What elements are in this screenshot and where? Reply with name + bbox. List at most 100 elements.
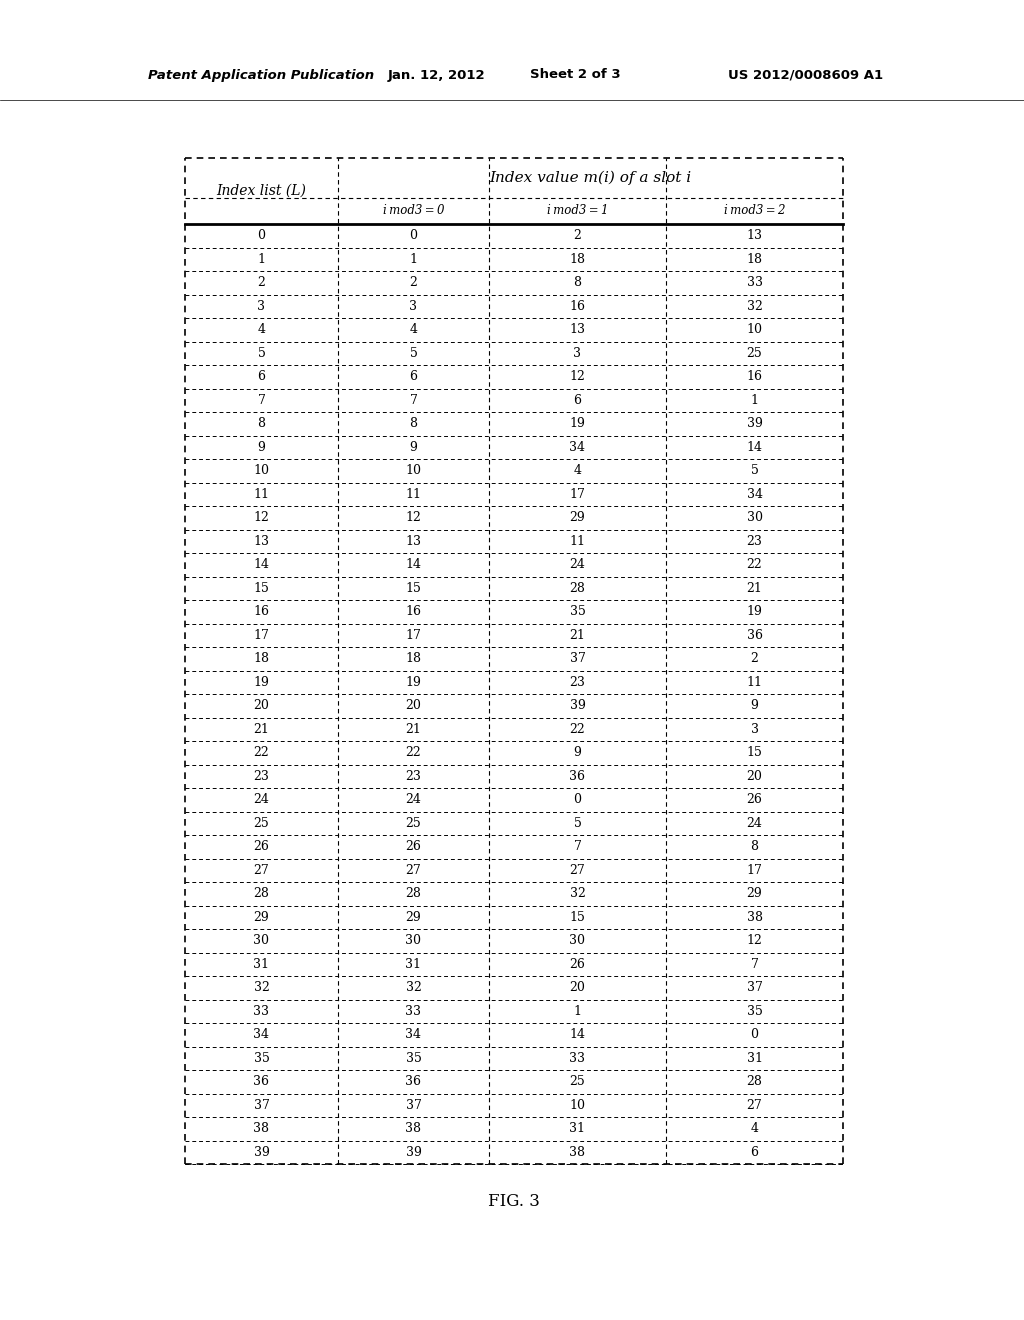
Text: 1: 1 — [751, 393, 759, 407]
Text: 10: 10 — [746, 323, 763, 337]
Text: 15: 15 — [254, 582, 269, 595]
Text: 6: 6 — [410, 370, 418, 383]
Text: 26: 26 — [746, 793, 763, 807]
Text: 12: 12 — [254, 511, 269, 524]
Text: 39: 39 — [254, 1146, 269, 1159]
Text: 30: 30 — [569, 935, 586, 948]
Text: i mod3 = 2: i mod3 = 2 — [724, 205, 785, 218]
Text: 33: 33 — [569, 1052, 586, 1065]
Text: 16: 16 — [569, 300, 586, 313]
Text: 37: 37 — [254, 1098, 269, 1111]
Text: 9: 9 — [410, 441, 418, 454]
Text: 14: 14 — [569, 1028, 586, 1041]
Text: 34: 34 — [254, 1028, 269, 1041]
Text: 24: 24 — [406, 793, 422, 807]
Text: 6: 6 — [257, 370, 265, 383]
Text: 35: 35 — [569, 606, 586, 618]
Text: Index value m(i) of a slot i: Index value m(i) of a slot i — [489, 170, 691, 185]
Text: 27: 27 — [746, 1098, 763, 1111]
Text: 1: 1 — [257, 252, 265, 265]
Text: 36: 36 — [746, 628, 763, 642]
Text: 37: 37 — [569, 652, 586, 665]
Text: 9: 9 — [573, 746, 582, 759]
Text: 25: 25 — [569, 1076, 586, 1088]
Text: 5: 5 — [751, 465, 759, 478]
Text: 11: 11 — [406, 488, 422, 500]
Text: 31: 31 — [406, 958, 422, 970]
Text: 6: 6 — [573, 393, 582, 407]
Text: 29: 29 — [746, 887, 763, 900]
Text: 4: 4 — [573, 465, 582, 478]
Text: 9: 9 — [751, 700, 759, 713]
Text: 22: 22 — [746, 558, 763, 572]
Text: 22: 22 — [569, 723, 586, 735]
Text: 17: 17 — [406, 628, 422, 642]
Text: 8: 8 — [257, 417, 265, 430]
Text: 39: 39 — [569, 700, 586, 713]
Text: 12: 12 — [406, 511, 422, 524]
Text: 14: 14 — [254, 558, 269, 572]
Text: 30: 30 — [254, 935, 269, 948]
Text: 37: 37 — [746, 981, 763, 994]
Text: 20: 20 — [406, 700, 422, 713]
Text: 27: 27 — [254, 863, 269, 876]
Text: 32: 32 — [569, 887, 586, 900]
Text: 2: 2 — [258, 276, 265, 289]
Text: Jan. 12, 2012: Jan. 12, 2012 — [388, 69, 485, 82]
Text: 4: 4 — [410, 323, 418, 337]
Text: 5: 5 — [410, 347, 418, 360]
Text: 9: 9 — [258, 441, 265, 454]
Text: 15: 15 — [406, 582, 422, 595]
Text: 17: 17 — [746, 863, 763, 876]
Text: 38: 38 — [406, 1122, 422, 1135]
Text: 5: 5 — [258, 347, 265, 360]
Text: Patent Application Publication: Patent Application Publication — [148, 69, 374, 82]
Text: 2: 2 — [410, 276, 418, 289]
Text: 25: 25 — [406, 817, 421, 830]
Text: 2: 2 — [751, 652, 759, 665]
Text: i mod3 = 1: i mod3 = 1 — [547, 205, 608, 218]
Text: 13: 13 — [406, 535, 422, 548]
Text: 15: 15 — [569, 911, 586, 924]
Text: 32: 32 — [254, 981, 269, 994]
Text: 33: 33 — [406, 1005, 422, 1018]
Text: 16: 16 — [254, 606, 269, 618]
Text: 4: 4 — [751, 1122, 759, 1135]
Text: FIG. 3: FIG. 3 — [488, 1193, 540, 1210]
Text: 29: 29 — [406, 911, 421, 924]
Text: 31: 31 — [569, 1122, 586, 1135]
Text: 35: 35 — [254, 1052, 269, 1065]
Text: 30: 30 — [746, 511, 763, 524]
Text: 24: 24 — [569, 558, 586, 572]
Text: 18: 18 — [569, 252, 586, 265]
Text: 11: 11 — [254, 488, 269, 500]
Text: 16: 16 — [746, 370, 763, 383]
Text: 39: 39 — [746, 417, 763, 430]
Text: 25: 25 — [254, 817, 269, 830]
Text: 8: 8 — [573, 276, 582, 289]
Text: 3: 3 — [573, 347, 582, 360]
Text: 19: 19 — [746, 606, 763, 618]
Text: 28: 28 — [569, 582, 586, 595]
Text: 2: 2 — [573, 230, 582, 243]
Text: 21: 21 — [254, 723, 269, 735]
Text: 21: 21 — [746, 582, 763, 595]
Text: 13: 13 — [569, 323, 586, 337]
Text: 27: 27 — [569, 863, 586, 876]
Text: 11: 11 — [746, 676, 763, 689]
Text: 19: 19 — [254, 676, 269, 689]
Text: 38: 38 — [746, 911, 763, 924]
Text: 18: 18 — [254, 652, 269, 665]
Text: 30: 30 — [406, 935, 422, 948]
Text: 1: 1 — [573, 1005, 582, 1018]
Text: 10: 10 — [406, 465, 422, 478]
Text: 27: 27 — [406, 863, 421, 876]
Text: 29: 29 — [569, 511, 586, 524]
Text: 1: 1 — [410, 252, 418, 265]
Text: 7: 7 — [410, 393, 418, 407]
Text: 15: 15 — [746, 746, 763, 759]
Text: 34: 34 — [569, 441, 586, 454]
Text: 39: 39 — [406, 1146, 422, 1159]
Text: 28: 28 — [406, 887, 422, 900]
Text: 19: 19 — [406, 676, 422, 689]
